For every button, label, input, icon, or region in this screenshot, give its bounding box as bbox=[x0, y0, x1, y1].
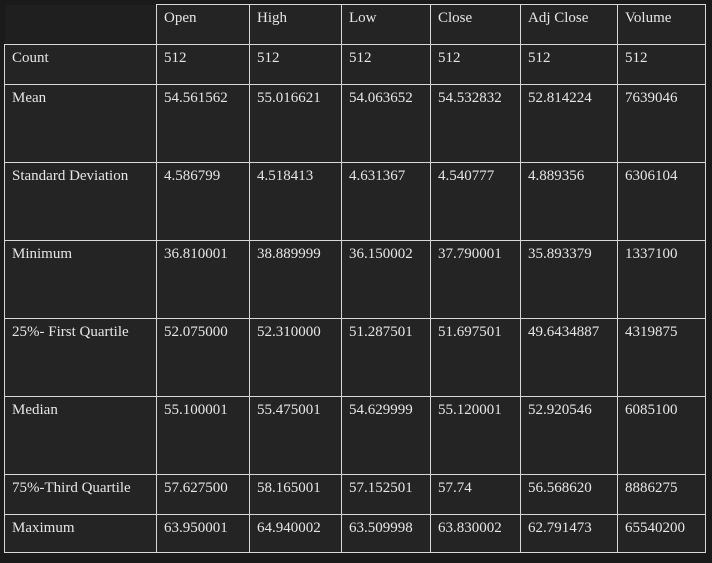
table-cell: 54.561562 bbox=[156, 84, 250, 163]
row-label: Standard Deviation bbox=[4, 162, 157, 241]
table-cell: 36.810001 bbox=[156, 240, 250, 319]
row-label: 25%- First Quartile bbox=[4, 318, 157, 397]
table-cell: 6306104 bbox=[617, 162, 706, 241]
table-row: Median 55.100001 55.475001 54.629999 55.… bbox=[4, 396, 706, 475]
table-cell: 4.631367 bbox=[341, 162, 431, 241]
row-label: 75%-Third Quartile bbox=[4, 474, 157, 515]
table-cell: 8886275 bbox=[617, 474, 706, 515]
table-row: Maximum 63.950001 64.940002 63.509998 63… bbox=[4, 514, 706, 553]
table-cell: 38.889999 bbox=[249, 240, 342, 319]
header-row: Open High Low Close Adj Close Volume bbox=[4, 4, 706, 45]
table-cell: 37.790001 bbox=[430, 240, 521, 319]
table-cell: 4.889356 bbox=[520, 162, 618, 241]
table-cell: 52.075000 bbox=[156, 318, 250, 397]
table-cell: 4.518413 bbox=[249, 162, 342, 241]
table-cell: 4.540777 bbox=[430, 162, 521, 241]
table-cell: 55.475001 bbox=[249, 396, 342, 475]
table-cell: 54.063652 bbox=[341, 84, 431, 163]
table-cell: 54.629999 bbox=[341, 396, 431, 475]
column-header-volume: Volume bbox=[617, 4, 706, 45]
table-cell: 64.940002 bbox=[249, 514, 342, 553]
column-header-close: Close bbox=[430, 4, 521, 45]
row-label: Maximum bbox=[4, 514, 157, 553]
corner-cell bbox=[4, 4, 157, 45]
table-cell: 54.532832 bbox=[430, 84, 521, 163]
table-cell: 57.74 bbox=[430, 474, 521, 515]
table-cell: 51.287501 bbox=[341, 318, 431, 397]
table-cell: 65540200 bbox=[617, 514, 706, 553]
table-row: 25%- First Quartile 52.075000 52.310000 … bbox=[4, 318, 706, 397]
table-cell: 49.6434887 bbox=[520, 318, 618, 397]
table-cell: 1337100 bbox=[617, 240, 706, 319]
table-cell: 52.310000 bbox=[249, 318, 342, 397]
table-cell: 512 bbox=[249, 44, 342, 85]
table-cell: 58.165001 bbox=[249, 474, 342, 515]
table-cell: 57.152501 bbox=[341, 474, 431, 515]
table-cell: 7639046 bbox=[617, 84, 706, 163]
table-row: Minimum 36.810001 38.889999 36.150002 37… bbox=[4, 240, 706, 319]
table-cell: 36.150002 bbox=[341, 240, 431, 319]
column-header-low: Low bbox=[341, 4, 431, 45]
table-cell: 52.920546 bbox=[520, 396, 618, 475]
table-cell: 512 bbox=[520, 44, 618, 85]
table-cell: 512 bbox=[341, 44, 431, 85]
table-cell: 52.814224 bbox=[520, 84, 618, 163]
table-cell: 63.830002 bbox=[430, 514, 521, 553]
table-row: Mean 54.561562 55.016621 54.063652 54.53… bbox=[4, 84, 706, 163]
table-cell: 6085100 bbox=[617, 396, 706, 475]
table-cell: 55.120001 bbox=[430, 396, 521, 475]
table-cell: 63.509998 bbox=[341, 514, 431, 553]
table-cell: 51.697501 bbox=[430, 318, 521, 397]
row-label: Count bbox=[4, 44, 157, 85]
table-cell: 55.100001 bbox=[156, 396, 250, 475]
column-header-open: Open bbox=[156, 4, 250, 45]
table-cell: 55.016621 bbox=[249, 84, 342, 163]
table-row: Count 512 512 512 512 512 512 bbox=[4, 44, 706, 85]
table-cell: 4.586799 bbox=[156, 162, 250, 241]
column-header-adj-close: Adj Close bbox=[520, 4, 618, 45]
table-row: Standard Deviation 4.586799 4.518413 4.6… bbox=[4, 162, 706, 241]
row-label: Minimum bbox=[4, 240, 157, 319]
table-cell: 56.568620 bbox=[520, 474, 618, 515]
table-cell: 4319875 bbox=[617, 318, 706, 397]
table-cell: 512 bbox=[156, 44, 250, 85]
table-cell: 512 bbox=[617, 44, 706, 85]
statistics-table: Open High Low Close Adj Close Volume Cou… bbox=[4, 4, 706, 553]
table-cell: 512 bbox=[430, 44, 521, 85]
table-cell: 62.791473 bbox=[520, 514, 618, 553]
table-cell: 35.893379 bbox=[520, 240, 618, 319]
table-cell: 63.950001 bbox=[156, 514, 250, 553]
table-row: 75%-Third Quartile 57.627500 58.165001 5… bbox=[4, 474, 706, 515]
row-label: Median bbox=[4, 396, 157, 475]
column-header-high: High bbox=[249, 4, 342, 45]
table-cell: 57.627500 bbox=[156, 474, 250, 515]
row-label: Mean bbox=[4, 84, 157, 163]
